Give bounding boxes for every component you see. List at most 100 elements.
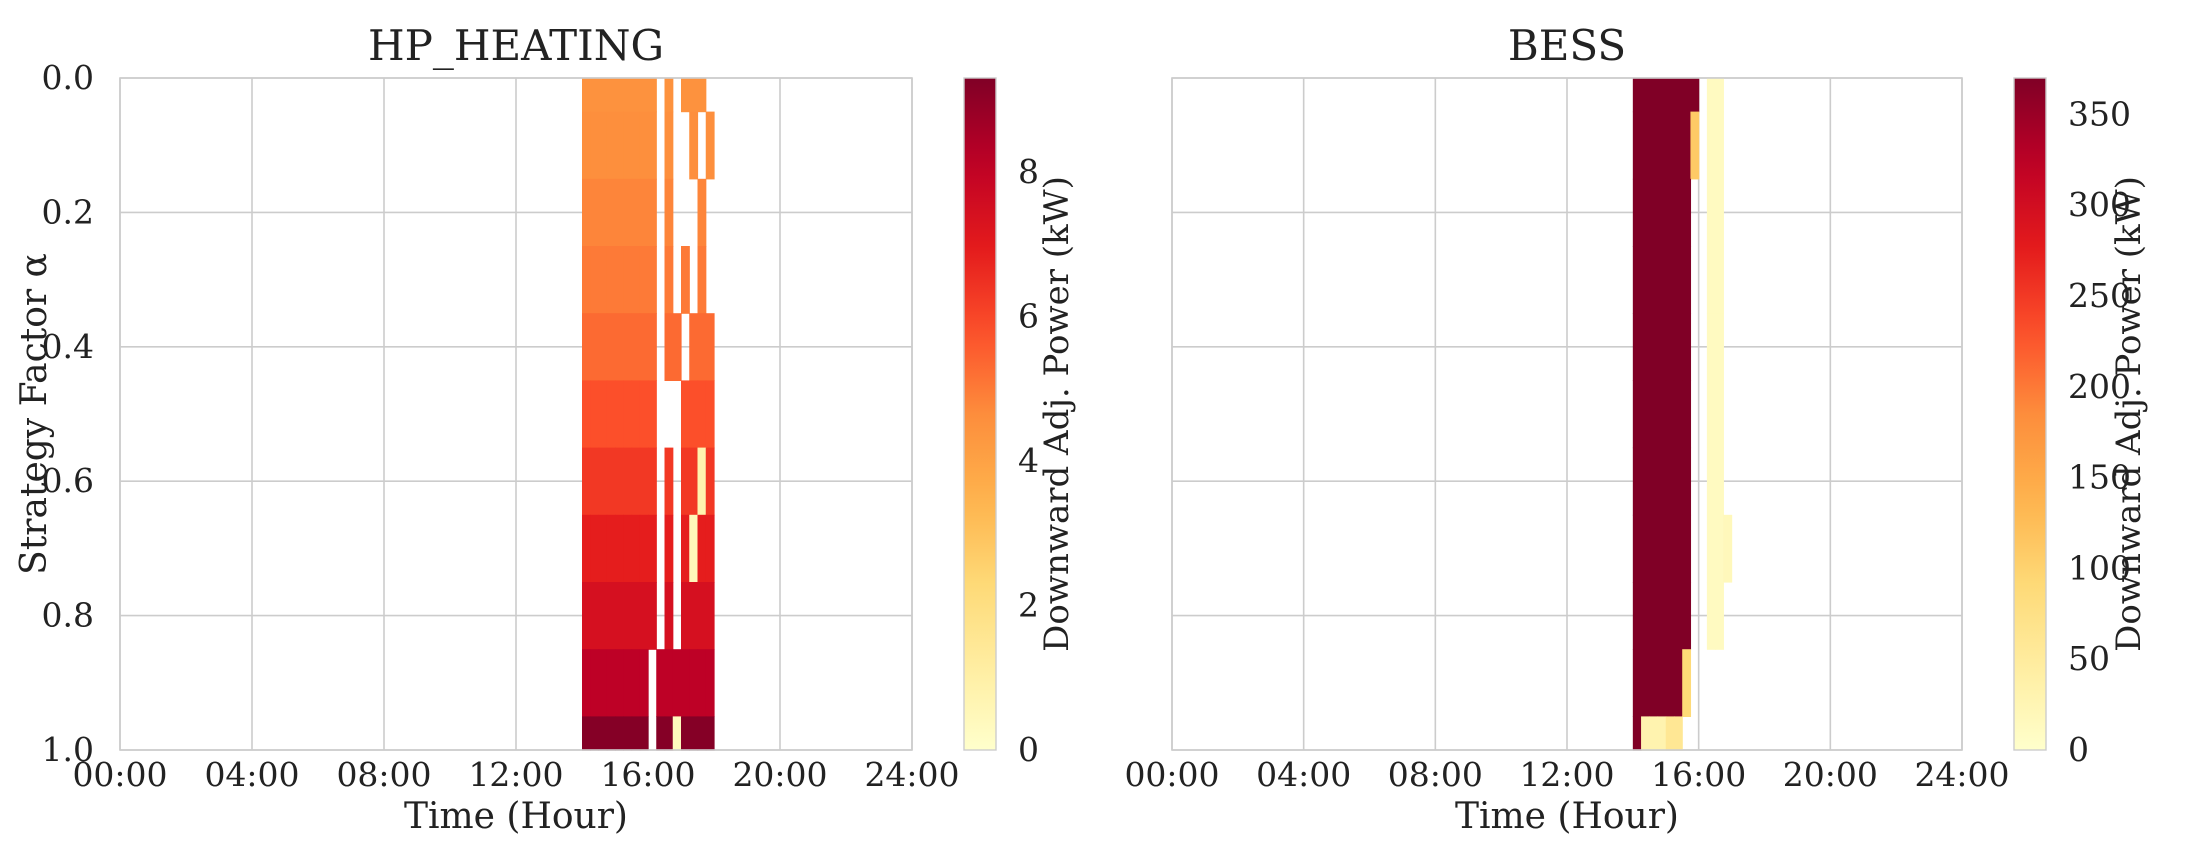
- y-tick-label: 0.6: [42, 461, 94, 500]
- heatmap-cell: [623, 78, 633, 113]
- heatmap-cell: [615, 178, 624, 247]
- heatmap-cell: [689, 514, 699, 583]
- heatmap-cell: [1632, 716, 1642, 751]
- heatmap-cell: [1673, 246, 1683, 314]
- heatmap-cell: [598, 716, 608, 751]
- heatmap-cell: [1673, 447, 1683, 516]
- heatmap-cell: [664, 111, 674, 180]
- heatmap-cell: [582, 582, 591, 650]
- heatmap-cell: [664, 313, 674, 381]
- heatmap-cell: [1715, 78, 1724, 113]
- heatmap-cell: [631, 111, 641, 180]
- heatmap-cell: [1682, 246, 1692, 314]
- x-tick-label: 00:00: [1124, 755, 1219, 794]
- heatmap-cell: [1715, 313, 1724, 381]
- x-tick-label: 08:00: [1388, 755, 1483, 794]
- colorbar-tick-label: 50: [2068, 639, 2110, 678]
- heatmap-cell: [689, 582, 699, 650]
- x-tick-label: 16:00: [1651, 755, 1746, 794]
- y-tick-label: 0.8: [42, 596, 94, 635]
- colorbar-label: Downward Adj. Power (kW): [2109, 176, 2149, 652]
- heatmap-cell: [664, 178, 674, 247]
- heatmap-cell: [598, 246, 608, 314]
- heatmap-cell: [1706, 313, 1716, 381]
- heatmap-cell: [1665, 514, 1675, 583]
- heatmap-cell: [681, 514, 690, 583]
- heatmap-cell: [1641, 716, 1650, 751]
- heatmap-cell: [1673, 514, 1683, 583]
- heatmap-cell: [1665, 111, 1675, 180]
- heatmap-cell: [590, 178, 600, 247]
- chart-title: BESS: [1508, 21, 1626, 70]
- heatmap-cell: [623, 111, 633, 180]
- heatmap-cell: [1715, 178, 1724, 247]
- heatmap-cell: [648, 78, 657, 113]
- x-axis-label: Time (Hour): [1455, 796, 1679, 837]
- heatmap-cell: [1706, 246, 1716, 314]
- heatmap-cell: [689, 313, 699, 381]
- heatmap-cell: [1665, 582, 1675, 650]
- heatmap-cell: [631, 582, 641, 650]
- heatmap-cell: [1649, 246, 1659, 314]
- heatmap-cell: [1682, 111, 1692, 180]
- heatmap-cell: [1657, 716, 1667, 751]
- heatmap-cell: [1657, 582, 1667, 650]
- heatmap-cell: [1673, 582, 1683, 650]
- heatmap-cell: [1649, 178, 1659, 247]
- heatmap-cell: [606, 716, 616, 751]
- heatmap-cell: [689, 716, 699, 751]
- colorbar-tick-label: 6: [1018, 296, 1039, 335]
- heatmap-cell: [582, 447, 591, 516]
- heatmap-cell: [1632, 649, 1642, 717]
- heatmap-cell: [1632, 313, 1642, 381]
- heatmap-cell: [1641, 649, 1650, 717]
- heatmap-cell: [1657, 380, 1667, 449]
- heatmap-cell: [1715, 246, 1724, 314]
- heatmap-cell: [631, 649, 641, 717]
- x-tick-label: 24:00: [1914, 755, 2009, 794]
- y-tick-label: 1.0: [42, 730, 94, 769]
- heatmap-cell: [664, 582, 674, 650]
- heatmap-cell: [697, 78, 707, 113]
- heatmap-cell: [648, 313, 657, 381]
- heatmap-cell: [1649, 313, 1659, 381]
- heatmap-cell: [681, 380, 690, 449]
- heatmap-cell: [664, 716, 674, 751]
- heatmap-cell: [598, 178, 608, 247]
- heatmap-cell: [631, 78, 641, 113]
- heatmap-cell: [648, 111, 657, 180]
- heatmap-cell: [1657, 649, 1667, 717]
- heatmap-cell: [648, 380, 657, 449]
- heatmap-cell: [639, 582, 649, 650]
- heatmap-cell: [590, 246, 600, 314]
- x-tick-label: 00:00: [72, 755, 167, 794]
- heatmap-cell: [606, 313, 616, 381]
- heatmap-cell: [1632, 582, 1642, 650]
- heatmap-cell: [639, 313, 649, 381]
- heatmap-cell: [1649, 649, 1659, 717]
- x-tick-label: 24:00: [864, 755, 959, 794]
- heatmap-cell: [1682, 649, 1692, 717]
- plot-frame: [1171, 77, 1963, 751]
- heatmap-cell: [606, 649, 616, 717]
- heatmap-cell: [598, 582, 608, 650]
- heatmap-cell: [1657, 447, 1667, 516]
- heatmap-cell: [1665, 78, 1675, 113]
- heatmap-cell: [648, 246, 657, 314]
- heatmap-cell: [1649, 111, 1659, 180]
- heatmap-cell: [689, 649, 699, 717]
- heatmap-cell: [672, 716, 682, 751]
- x-tick-label: 12:00: [468, 755, 563, 794]
- heatmap-cell: [681, 582, 690, 650]
- heatmap-cell: [681, 246, 690, 314]
- heatmap-cell: [1657, 178, 1667, 247]
- heatmap-cell: [1706, 78, 1716, 113]
- heatmap-cell: [606, 246, 616, 314]
- colorbar-tick-label: 0: [2068, 730, 2089, 769]
- x-axis-label: Time (Hour): [404, 796, 628, 837]
- heatmap-cell: [639, 178, 649, 247]
- heatmap-cell: [590, 78, 600, 113]
- heatmap-cell: [1706, 111, 1716, 180]
- heatmap-cell: [1673, 716, 1683, 751]
